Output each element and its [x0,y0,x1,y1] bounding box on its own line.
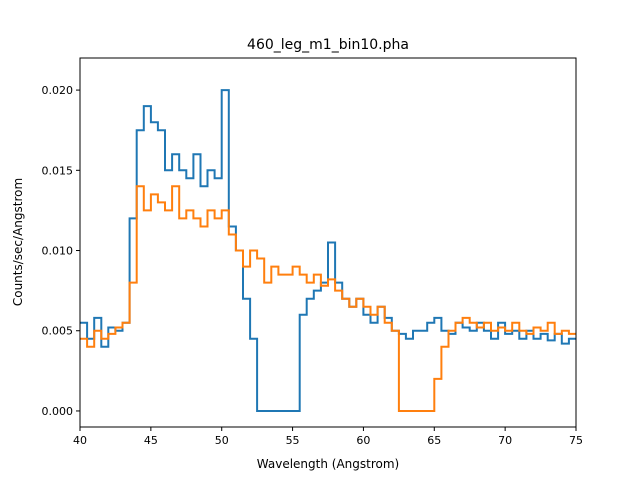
y-axis: 0.000 0.005 0.010 0.015 0.020 [42,84,80,418]
y-tick-label: 0.020 [42,84,74,97]
series-line-2 [80,185,576,412]
chart-title: 460_leg_m1_bin10.pha [247,37,409,53]
x-tick-label: 55 [286,434,300,447]
x-tick-label: 75 [569,434,583,447]
plot-area [80,89,576,412]
y-tick-label: 0.015 [42,164,74,177]
x-tick-label: 40 [73,434,87,447]
x-axis-label: Wavelength (Angstrom) [257,457,399,471]
y-tick-label: 0.005 [42,325,74,338]
x-tick-label: 45 [144,434,158,447]
x-tick-label: 60 [356,434,370,447]
y-axis-label: Counts/sec/Angstrom [11,178,25,306]
series-line-1 [80,89,576,412]
x-tick-label: 70 [498,434,512,447]
axes-frame [79,57,577,428]
x-axis: 40 45 50 55 60 65 70 75 [73,427,583,447]
x-tick-label: 65 [427,434,441,447]
x-tick-label: 50 [215,434,229,447]
y-tick-label: 0.000 [42,405,74,418]
y-tick-label: 0.010 [42,245,74,258]
